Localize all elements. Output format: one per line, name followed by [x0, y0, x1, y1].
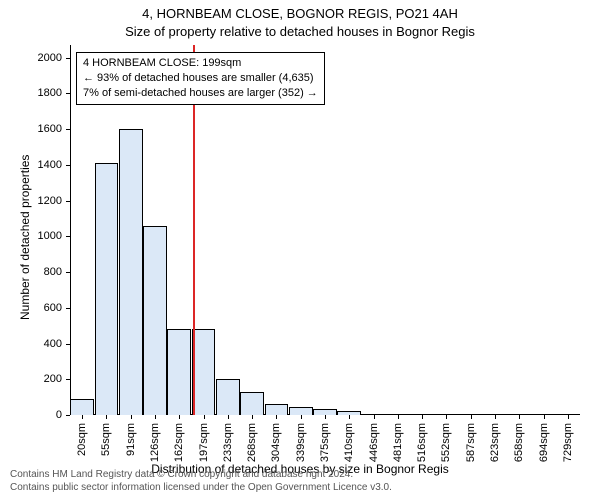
chart-title-sub: Size of property relative to detached ho…: [0, 24, 600, 39]
ytick-label: 2000: [0, 52, 62, 64]
ytick-mark: [66, 165, 70, 166]
footer-line-1: Contains HM Land Registry data © Crown c…: [10, 468, 392, 481]
ytick-mark: [66, 129, 70, 130]
ytick-label: 200: [0, 373, 62, 385]
ytick-mark: [66, 415, 70, 416]
xtick-mark: [349, 415, 350, 419]
xtick-mark: [374, 415, 375, 419]
ytick-label: 1600: [0, 123, 62, 135]
ytick-label: 800: [0, 266, 62, 278]
xtick-mark: [82, 415, 83, 419]
xtick-mark: [252, 415, 253, 419]
xtick-mark: [228, 415, 229, 419]
xtick-label: 233sqm: [222, 423, 234, 462]
xtick-label: 162sqm: [173, 423, 185, 462]
xtick-label: 623sqm: [489, 423, 501, 462]
histogram-bar: [119, 129, 143, 415]
xtick-label: 481sqm: [392, 423, 404, 462]
xtick-mark: [204, 415, 205, 419]
ytick-mark: [66, 93, 70, 94]
xtick-mark: [106, 415, 107, 419]
xtick-mark: [495, 415, 496, 419]
annotation-box: 4 HORNBEAM CLOSE: 199sqm ← 93% of detach…: [76, 52, 325, 105]
xtick-label: 694sqm: [538, 423, 550, 462]
histogram-bar: [289, 407, 313, 415]
xtick-label: 126sqm: [149, 423, 161, 462]
ytick-mark: [66, 308, 70, 309]
xtick-mark: [276, 415, 277, 419]
ytick-label: 600: [0, 302, 62, 314]
xtick-label: 729sqm: [562, 423, 574, 462]
xtick-label: 339sqm: [295, 423, 307, 462]
xtick-label: 552sqm: [440, 423, 452, 462]
annotation-line-3: 7% of semi-detached houses are larger (3…: [83, 86, 318, 101]
ytick-label: 1800: [0, 87, 62, 99]
xtick-mark: [301, 415, 302, 419]
xtick-label: 410sqm: [343, 423, 355, 462]
xtick-label: 55sqm: [100, 423, 112, 456]
chart-title-main: 4, HORNBEAM CLOSE, BOGNOR REGIS, PO21 4A…: [0, 6, 600, 21]
histogram-bar: [216, 379, 240, 415]
xtick-label: 91sqm: [125, 423, 137, 456]
ytick-mark: [66, 201, 70, 202]
ytick-label: 1200: [0, 195, 62, 207]
xtick-mark: [519, 415, 520, 419]
ytick-label: 1000: [0, 230, 62, 242]
footer-attribution: Contains HM Land Registry data © Crown c…: [10, 468, 392, 494]
footer-line-2: Contains public sector information licen…: [10, 481, 392, 494]
xtick-mark: [544, 415, 545, 419]
xtick-mark: [398, 415, 399, 419]
chart-canvas: 4, HORNBEAM CLOSE, BOGNOR REGIS, PO21 4A…: [0, 0, 600, 500]
ytick-label: 1400: [0, 159, 62, 171]
xtick-label: 268sqm: [246, 423, 258, 462]
annotation-line-1: 4 HORNBEAM CLOSE: 199sqm: [83, 56, 318, 71]
histogram-bar: [95, 163, 119, 415]
xtick-label: 658sqm: [513, 423, 525, 462]
xtick-mark: [471, 415, 472, 419]
annotation-line-2: ← 93% of detached houses are smaller (4,…: [83, 71, 318, 86]
xtick-label: 375sqm: [319, 423, 331, 462]
xtick-label: 446sqm: [368, 423, 380, 462]
ytick-mark: [66, 344, 70, 345]
ytick-label: 0: [0, 409, 62, 421]
xtick-label: 587sqm: [465, 423, 477, 462]
xtick-mark: [325, 415, 326, 419]
xtick-mark: [422, 415, 423, 419]
histogram-bar: [265, 404, 289, 415]
ytick-mark: [66, 379, 70, 380]
xtick-mark: [179, 415, 180, 419]
ytick-mark: [66, 58, 70, 59]
xtick-mark: [155, 415, 156, 419]
histogram-bar: [70, 399, 94, 415]
ytick-mark: [66, 236, 70, 237]
xtick-label: 516sqm: [416, 423, 428, 462]
histogram-bar: [192, 329, 216, 415]
ytick-mark: [66, 272, 70, 273]
ytick-label: 400: [0, 338, 62, 350]
xtick-label: 197sqm: [198, 423, 210, 462]
histogram-bar: [143, 226, 167, 415]
histogram-bar: [167, 329, 191, 415]
histogram-bar: [240, 392, 264, 415]
xtick-mark: [446, 415, 447, 419]
xtick-label: 304sqm: [270, 423, 282, 462]
xtick-mark: [131, 415, 132, 419]
xtick-mark: [568, 415, 569, 419]
xtick-label: 20sqm: [76, 423, 88, 456]
